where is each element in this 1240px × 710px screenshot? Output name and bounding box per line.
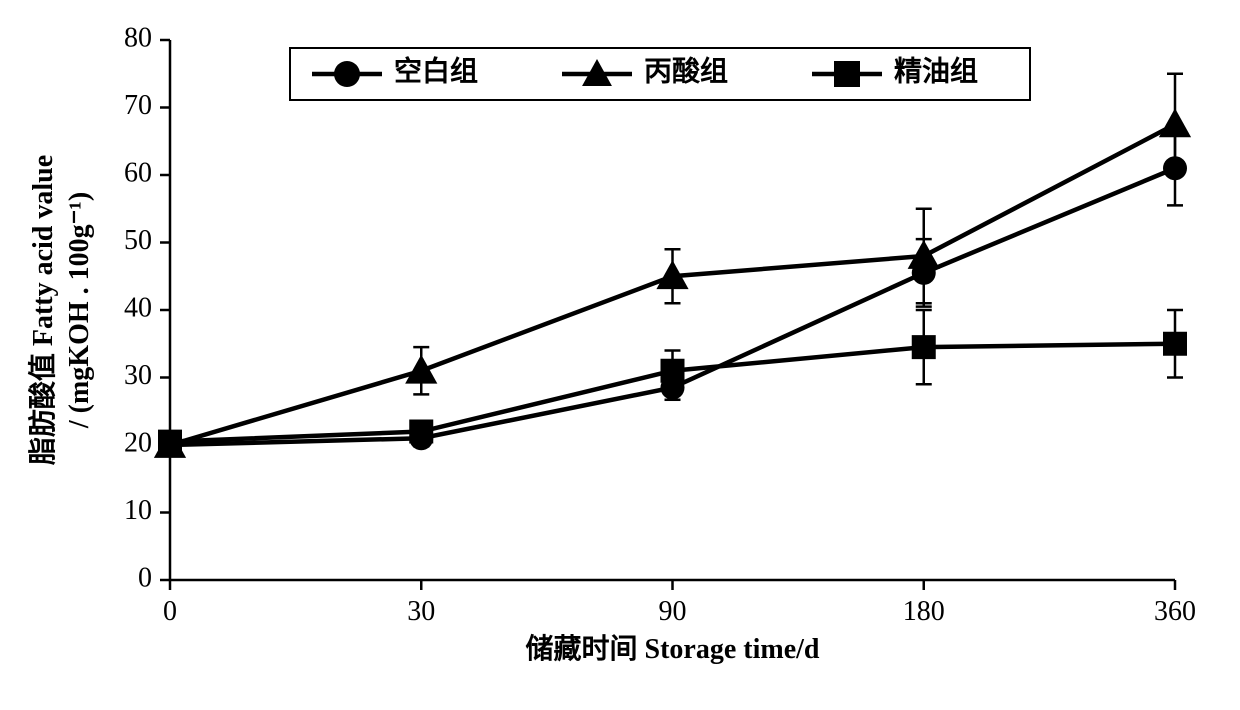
marker-triangle <box>405 355 437 384</box>
y-tick-label: 60 <box>124 157 152 188</box>
y-tick-label: 10 <box>124 495 152 526</box>
legend-label: 精油组 <box>894 55 978 87</box>
y-tick-label: 80 <box>124 22 152 53</box>
y-tick-label: 20 <box>124 427 152 458</box>
series-精油组 <box>158 310 1187 454</box>
y-axis-label-2: / (mgKOH . 100g⁻¹) <box>64 192 95 429</box>
y-tick-label: 50 <box>124 225 152 256</box>
y-tick-label: 70 <box>124 90 152 121</box>
line-chart: 0 10 20 30 40 50 60 70 80 0 30 90 180 360 储藏时间 Storage… <box>0 0 1240 710</box>
marker-square <box>158 430 182 454</box>
x-axis-label: 储藏时间 Storage time/d <box>526 633 820 665</box>
series-line <box>170 168 1175 445</box>
x-tick-label: 180 <box>903 596 945 627</box>
marker-square <box>661 359 685 383</box>
marker-square <box>912 335 936 359</box>
y-axis-label-1: 脂肪酸值 Fatty acid value <box>27 155 59 465</box>
marker-square <box>834 61 860 87</box>
axes <box>170 40 1175 580</box>
marker-circle <box>334 61 360 87</box>
x-tick-label: 90 <box>659 596 687 627</box>
y-tick-label: 30 <box>124 360 152 391</box>
x-tick-label: 0 <box>163 596 177 627</box>
y-tick-label: 40 <box>124 292 152 323</box>
y-tick-label: 0 <box>138 562 152 593</box>
x-tick-label: 360 <box>1154 596 1196 627</box>
chart-container: 0 10 20 30 40 50 60 70 80 0 30 90 180 360 储藏时间 Storage… <box>0 0 1240 710</box>
legend-label: 丙酸组 <box>644 55 728 87</box>
marker-triangle <box>908 240 940 269</box>
legend-label: 空白组 <box>394 54 478 87</box>
marker-triangle <box>1159 108 1191 137</box>
x-tick-label: 30 <box>407 596 435 627</box>
marker-square <box>409 420 433 444</box>
marker-square <box>1163 332 1187 356</box>
